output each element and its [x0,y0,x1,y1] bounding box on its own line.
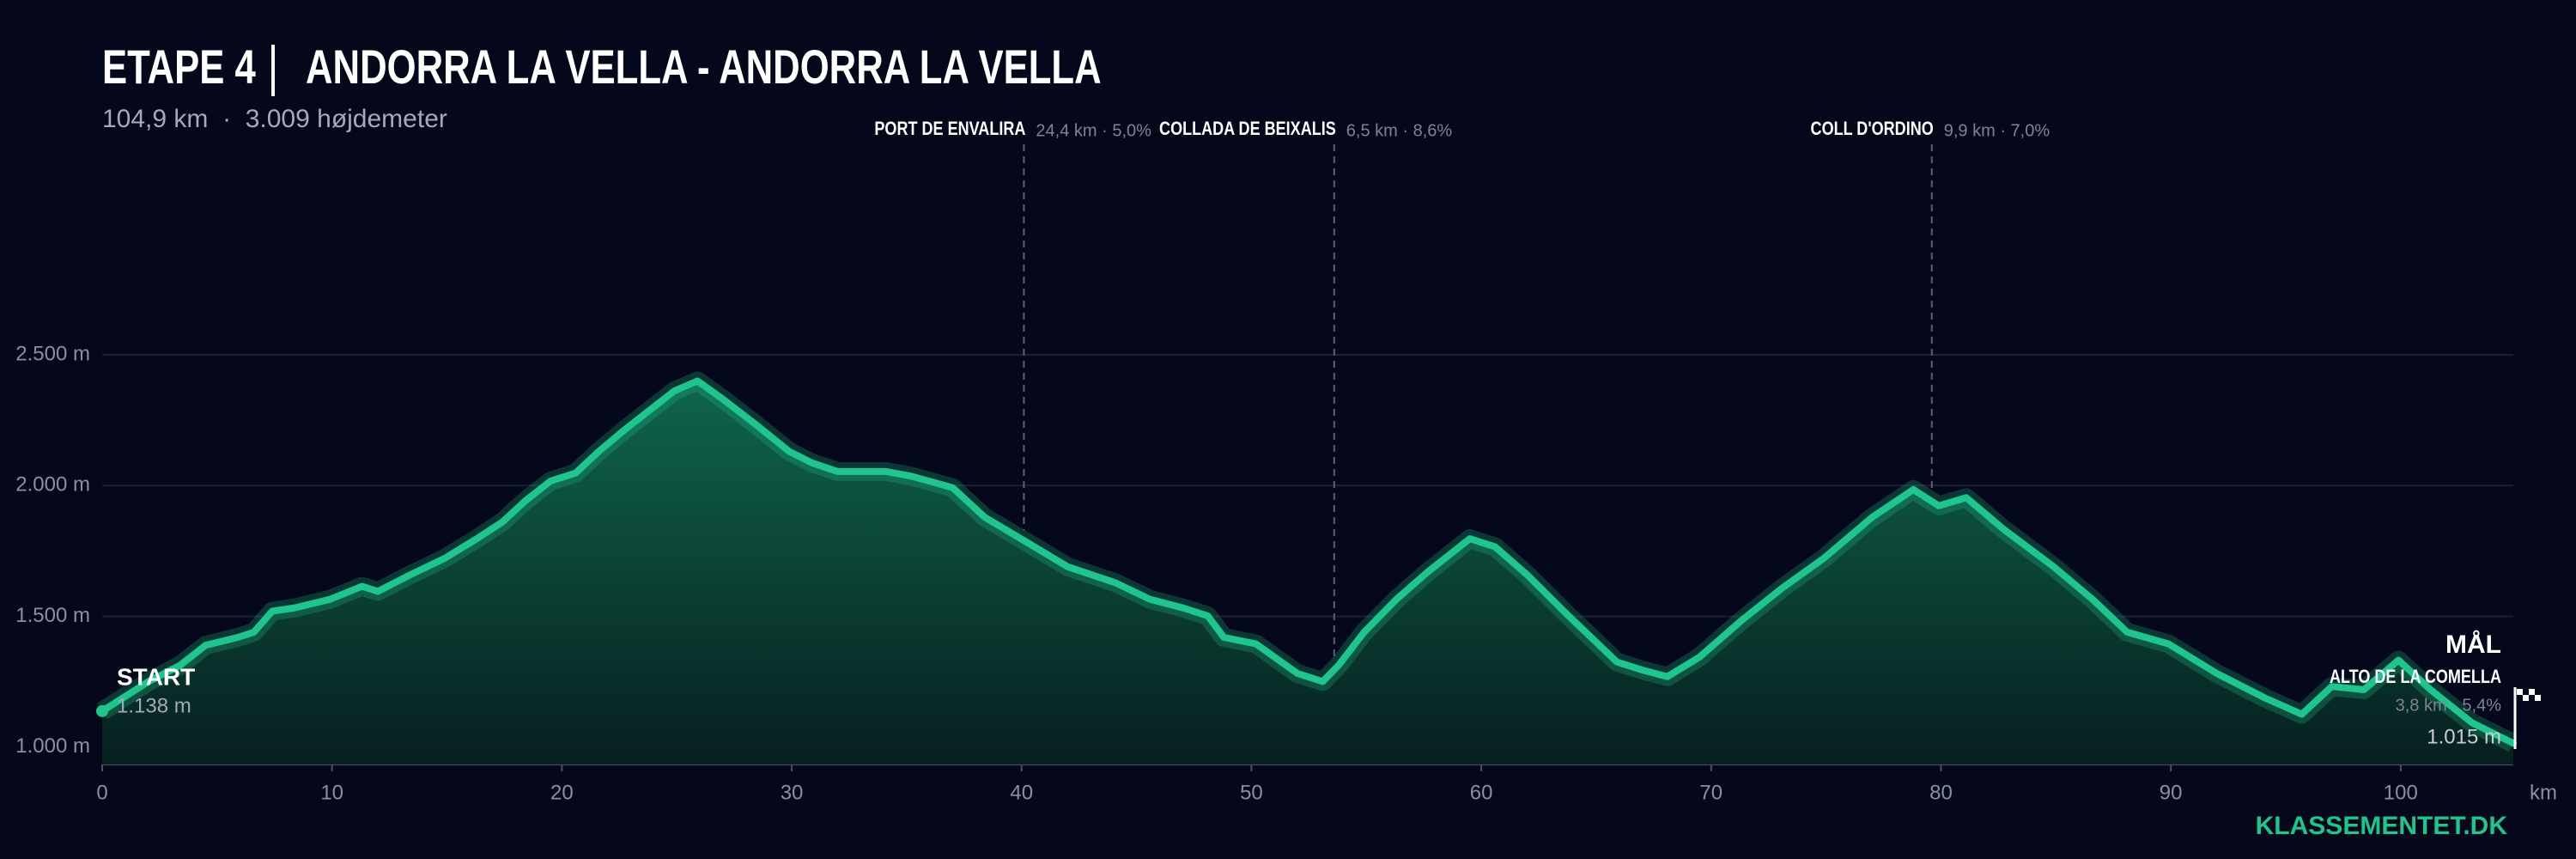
climb-name: COLLADA DE BEIXALIS [1159,119,1336,139]
plot: 1.000 m 1.500 m 2.000 m 2.500 m 0 10 20 30 40 50 6… [15,119,2557,804]
flag-square [2517,689,2523,695]
finish-label: MÅL [2445,631,2501,659]
flag-square [2529,695,2535,701]
flag-square [2523,695,2529,701]
finish-climb-stats: 3,8 km · 5,4% [2396,696,2502,715]
area [102,381,2513,765]
x-tick-label: 40 [1010,781,1033,804]
x-tick-label: 0 [96,781,107,804]
x-tick-label: 20 [550,781,574,804]
finish-value-label: 1.015 m [2427,725,2501,748]
subtitle: 104,9 km · 3.009 højdemeter [102,105,447,133]
climb-stats: 9,9 km · 7,0% [1944,121,2050,140]
x-tick-label: 80 [1929,781,1953,804]
x-tick-label: 10 [320,781,343,804]
y-tick-label: 2.500 m [15,342,90,365]
flag-square [2535,695,2541,701]
y-tick-label: 1.500 m [15,604,90,627]
x-tick-label: 60 [1470,781,1493,804]
x-axis-label: km [2530,781,2557,804]
x-tick-label: 100 [2384,781,2418,804]
finish-climb-name: ALTO DE LA COMELLA [2330,667,2501,687]
x-tick-label: 50 [1240,781,1263,804]
stage: ETAPE 4 [102,40,256,94]
x-tick-label: 30 [781,781,804,804]
y-tick-label: 1.000 m [15,734,90,758]
line [99,377,2517,747]
flag-square [2517,695,2523,701]
y-tick-label: 2.000 m [15,473,90,497]
flag-square [2529,689,2535,695]
chart-title: ANDORRA LA VELLA - ANDORRA LA VELLA [306,40,1102,94]
climb-name: COLL D'ORDINO [1811,119,1934,139]
climb-stats: 24,4 km · 5,0% [1036,121,1151,140]
climb-stats: 6,5 km · 8,6% [1346,121,1453,140]
start-label: START [117,663,195,690]
x-tick-label: 90 [2160,781,2183,804]
brand: KLASSEMENTET.DK [2256,812,2508,840]
climb-name: PORT DE ENVALIRA [874,119,1025,139]
start-value-label: 1.138 m [117,694,191,717]
x-tick-label: 70 [1699,781,1722,804]
flag-square [2535,689,2541,695]
start-dot [96,704,108,717]
flag-square [2523,689,2529,695]
